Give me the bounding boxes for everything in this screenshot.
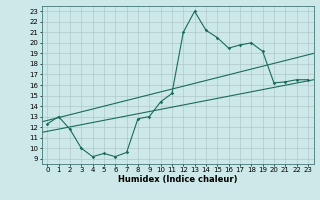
X-axis label: Humidex (Indice chaleur): Humidex (Indice chaleur) (118, 175, 237, 184)
